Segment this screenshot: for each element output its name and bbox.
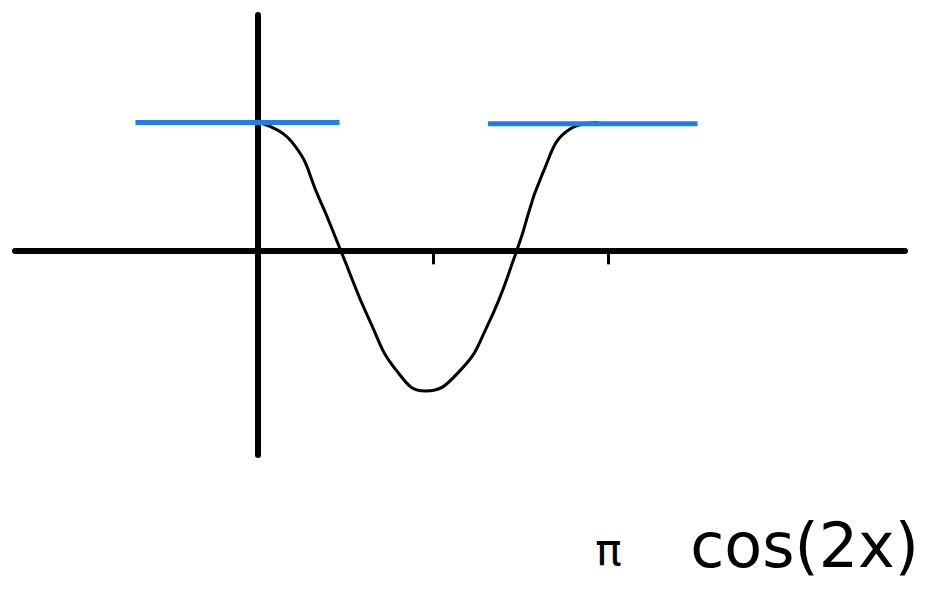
svg-text:cos(2x): cos(2x) xyxy=(690,509,919,582)
svg-text:π: π xyxy=(595,524,622,575)
